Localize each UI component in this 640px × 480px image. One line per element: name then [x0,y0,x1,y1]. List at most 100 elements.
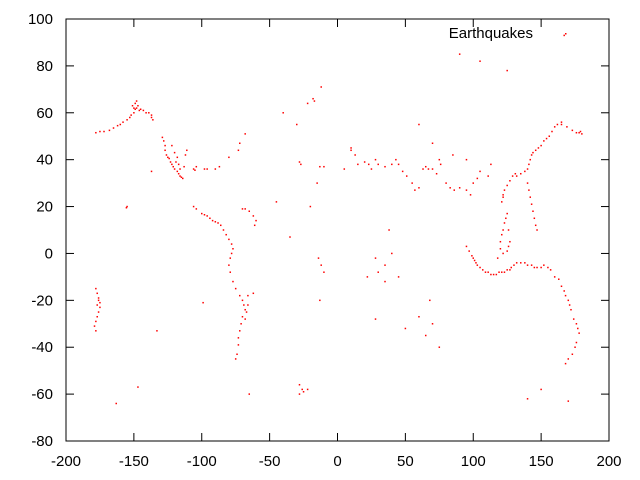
earthquake-point [225,234,227,236]
earthquake-point [113,127,115,128]
earthquake-point [368,164,370,166]
earthquake-point [239,295,241,297]
earthquake-point [422,168,424,170]
earthquake-point [528,164,530,166]
earthquake-point [254,225,256,227]
earthquake-point [428,168,430,170]
earthquake-point [95,132,97,134]
earthquake-point [300,164,302,166]
earthquake-point [554,126,556,128]
earthquake-point [231,243,233,245]
earthquake-point [255,220,256,222]
earthquake-point [527,264,529,266]
earthquake-point [303,391,305,393]
earthquake-point [238,337,240,339]
earthquake-point [244,318,246,320]
earthquake-point [540,389,542,391]
earthquake-point [299,393,301,395]
earthquake-point [557,124,559,126]
earthquake-point [232,248,234,250]
earthquake-point [459,187,461,189]
earthquake-point [509,180,511,182]
earthquake-point [299,161,301,163]
earthquake-point [244,208,246,210]
earthquake-point [549,135,551,137]
earthquake-point [136,107,138,109]
earthquake-point [215,221,217,223]
earthquake-point [183,166,185,168]
earthquake-point [504,222,506,224]
earthquake-point [501,201,503,203]
earthquake-point [547,267,549,269]
earthquake-point [479,171,481,173]
earthquake-point [429,300,431,302]
earthquake-point [531,264,533,266]
earthquake-point [171,145,173,147]
earthquake-point [166,154,168,156]
earthquake-point [500,248,502,250]
earthquake-point [509,269,511,271]
earthquake-point [320,264,322,266]
earthquake-point [98,311,100,313]
earthquake-point [312,98,314,100]
earthquake-point [490,164,492,166]
earthquake-point [384,281,386,283]
earthquake-point [96,316,98,318]
earthquake-point [504,271,506,273]
earthquake-point [230,271,232,273]
earthquake-point [253,215,255,217]
earthquake-point [527,182,529,184]
earthquake-point [145,112,147,114]
earthquake-point [432,143,434,145]
earthquake-point [516,175,518,177]
earthquake-point [436,173,438,175]
earthquake-point [543,140,545,142]
earthquake-point [388,229,390,231]
x-tick-label: -100 [187,453,217,470]
earthquake-point [568,400,570,402]
earthquake-point [137,386,139,388]
earthquake-point [204,168,206,170]
earthquake-point [573,318,575,320]
earthquake-point [244,133,246,135]
earthquake-point [576,132,578,134]
earthquake-point [568,300,570,302]
earthquake-point [546,138,548,140]
earthquake-point [502,194,504,196]
earthquake-point [235,358,237,360]
earthquake-point [122,121,124,123]
earthquake-point [235,288,237,290]
earthquake-point [506,250,508,252]
earthquake-point [143,110,145,112]
earthquake-point [561,286,563,288]
earthquake-point [239,143,241,145]
earthquake-point [120,124,122,126]
y-tick-label: 100 [28,11,53,28]
earthquake-point [473,182,475,184]
earthquake-point [175,161,177,163]
earthquake-point [170,161,172,163]
earthquake-point [506,70,508,72]
earthquake-point [247,304,249,306]
earthquake-point [132,105,134,107]
earthquake-point [96,293,98,295]
legend: Earthquakes [449,25,567,42]
earthquake-point [244,309,246,311]
earthquake-point [174,152,176,154]
earthquake-point [228,239,230,241]
earthquake-point [581,133,583,135]
earthquake-point [578,132,580,134]
earthquake-point [319,300,321,302]
earthquake-point [536,267,538,269]
earthquake-point [206,168,208,170]
earthquake-point [561,121,563,123]
earthquake-point [95,330,97,332]
earthquake-point [485,271,487,273]
earthquake-point [504,189,506,191]
earthquake-point [411,182,413,184]
earthquake-point [247,295,249,297]
earthquake-point [137,105,139,107]
earthquake-point [228,157,230,159]
earthquake-point [574,346,576,348]
y-tick-label: 40 [36,152,53,169]
